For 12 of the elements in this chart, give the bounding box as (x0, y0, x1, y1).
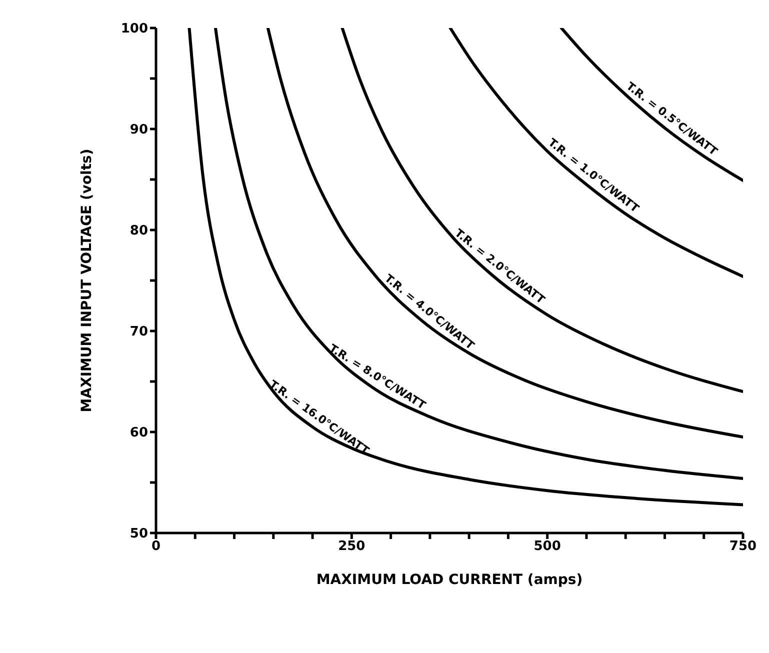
y-tick-label: 50 (130, 526, 148, 542)
x-tick-label: 750 (729, 539, 757, 554)
x-axis-title: MAXIMUM LOAD CURRENT (amps) (316, 572, 583, 588)
y-axis-title: MAXIMUM INPUT VOLTAGE (volts) (78, 148, 95, 412)
y-tick-label: 90 (130, 122, 148, 138)
x-tick-label: 500 (534, 539, 561, 554)
y-tick-label: 100 (120, 22, 148, 37)
y-tick-label: 70 (130, 324, 148, 340)
y-tick-label: 60 (130, 426, 148, 441)
y-tick-label: 80 (130, 224, 148, 239)
x-tick-label: 250 (338, 539, 366, 554)
x-tick-label: 0 (151, 539, 161, 554)
